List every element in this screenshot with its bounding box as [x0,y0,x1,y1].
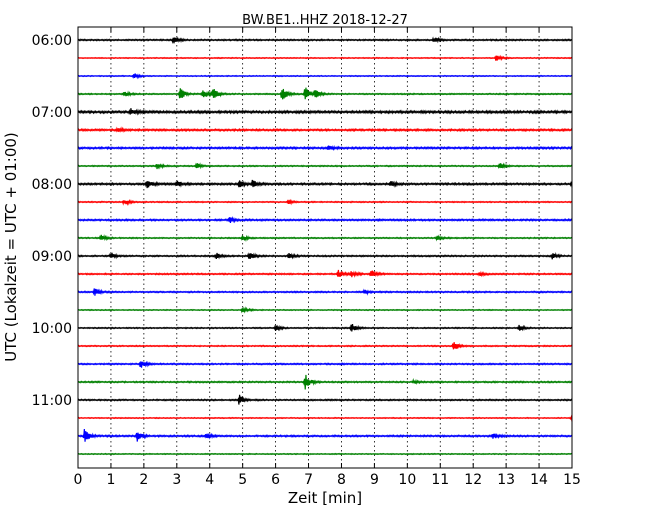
trace-0915 [77,269,573,278]
x-tick-label-12: 12 [464,472,482,488]
trace-1045 [77,374,573,390]
trace-0745 [77,162,573,170]
x-tick-label-7: 7 [304,472,313,488]
x-tick-label-0: 0 [74,472,83,488]
x-tick-label-15: 15 [563,472,581,488]
y-tick-label-2: 08:00 [32,177,72,193]
x-axis-ticks: 0 1 2 3 4 5 6 7 8 9 10 11 12 13 14 15 [74,27,581,488]
x-tick-label-6: 6 [271,472,280,488]
plot-frame [77,26,573,469]
y-axis-ticks: 06:00 07:00 08:00 09:00 10:00 11:00 [32,33,83,409]
trace-1030 [77,360,573,368]
trace-1115 [77,414,573,422]
y-tick-label-0: 06:00 [32,33,72,49]
x-tick-label-1: 1 [106,472,115,488]
trace-1100 [77,394,573,405]
trace-1000 [77,323,573,332]
trace-0715 [77,126,573,133]
trace-group [77,36,573,456]
x-tick-label-10: 10 [398,472,416,488]
trace-0900 [77,251,573,260]
y-axis-label: UTC (Lokalzeit = UTC + 01:00) [2,132,20,362]
trace-0600 [77,36,573,45]
x-tick-label-2: 2 [139,472,148,488]
trace-0700 [77,108,573,116]
y-tick-label-1: 07:00 [32,105,72,121]
x-tick-label-14: 14 [530,472,548,488]
x-tick-label-5: 5 [238,472,247,488]
y-tick-label-4: 10:00 [32,321,72,337]
trace-0930 [77,288,573,296]
trace-0830 [77,216,573,224]
x-axis-label: Zeit [min] [288,489,362,507]
x-tick-label-3: 3 [172,472,181,488]
trace-1015 [77,342,573,350]
trace-0730 [77,144,573,152]
trace-1130 [77,429,573,442]
y-tick-label-3: 09:00 [32,249,72,265]
x-tick-label-13: 13 [497,472,515,488]
trace-0800 [77,179,573,189]
x-tick-label-11: 11 [431,472,449,488]
trace-0630 [77,73,573,80]
trace-1145 [77,452,573,456]
trace-0645 [77,87,573,100]
x-tick-label-4: 4 [205,472,214,488]
y-tick-label-5: 11:00 [32,393,72,409]
grid-lines [110,27,540,468]
trace-0845 [77,234,573,243]
x-tick-label-8: 8 [337,472,346,488]
chart-title: BW.BE1..HHZ 2018-12-27 [242,13,408,28]
trace-0945 [77,306,573,314]
trace-0615 [77,54,573,62]
x-tick-label-9: 9 [370,472,379,488]
trace-0815 [77,198,573,207]
